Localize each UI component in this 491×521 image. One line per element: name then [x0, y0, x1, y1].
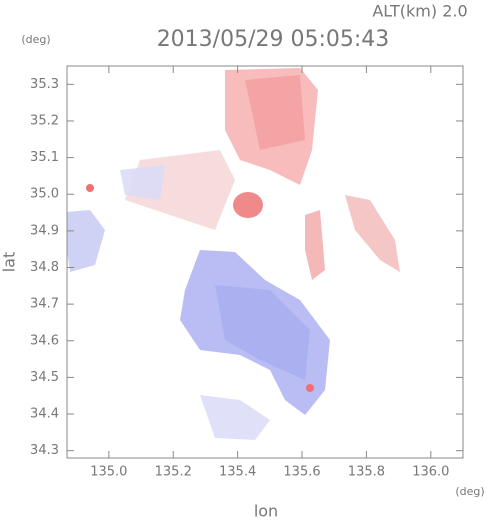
y-tick-label: 34.8	[30, 260, 59, 275]
y-tick-label: 34.6	[30, 333, 59, 348]
echo-dot	[86, 184, 94, 192]
y-tick-label: 35.3	[30, 77, 59, 92]
echo-blue	[67, 210, 105, 272]
echo-blue-light	[200, 395, 270, 440]
y-tick-label: 34.5	[30, 370, 59, 385]
y-tick-label: 34.3	[30, 443, 59, 458]
radar-echoes	[67, 68, 400, 440]
echo-blue-core	[215, 285, 310, 380]
echo-red	[245, 75, 305, 150]
x-tick-label: 135.0	[90, 465, 127, 480]
chart-title: 2013/05/29 05:05:43	[157, 27, 390, 52]
chart-subtitle: ALT(km) 2.0	[372, 2, 467, 21]
x-axis-label: lon	[254, 502, 278, 521]
echo-blue-light	[120, 165, 165, 200]
y-tick-label: 35.0	[30, 187, 59, 202]
x-tick-label: 136.0	[412, 465, 449, 480]
x-unit: (deg)	[455, 485, 484, 498]
y-tick-label: 35.2	[30, 113, 59, 128]
echo-red-blob	[233, 192, 263, 218]
x-tick-label: 135.6	[283, 465, 320, 480]
y-tick-label: 34.4	[30, 407, 59, 422]
y-tick-label: 35.1	[30, 150, 59, 165]
plot-frame	[66, 65, 464, 459]
y-axis-label: lat	[0, 252, 19, 273]
x-tick-label: 135.2	[155, 465, 192, 480]
echo-dot	[306, 384, 314, 392]
x-tick-label: 135.4	[219, 465, 256, 480]
y-tick-label: 34.9	[30, 223, 59, 238]
echo-pink	[305, 210, 325, 280]
x-tick-label: 135.8	[348, 465, 385, 480]
echo-pink	[345, 195, 400, 272]
y-tick-label: 34.7	[30, 297, 59, 312]
y-unit: (deg)	[21, 33, 50, 46]
